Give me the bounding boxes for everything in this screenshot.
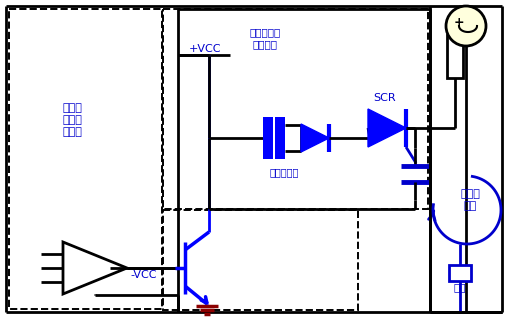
Circle shape	[446, 6, 486, 46]
Text: 脉冲变压器: 脉冲变压器	[269, 167, 299, 177]
Bar	[163, 9, 428, 209]
Text: -VCC: -VCC	[131, 270, 157, 280]
Polygon shape	[301, 124, 329, 152]
Bar	[447, 35, 463, 78]
Text: 控制电
路印刷
电路板: 控制电 路印刷 电路板	[62, 103, 82, 137]
Text: 负载: 负载	[454, 282, 466, 292]
Bar	[275, 117, 285, 159]
Text: +VCC: +VCC	[189, 44, 221, 54]
Polygon shape	[368, 109, 406, 147]
Bar	[163, 210, 358, 310]
Text: SCR: SCR	[374, 93, 397, 103]
Text: 高功率
线路: 高功率 线路	[460, 189, 480, 211]
Text: +: +	[454, 16, 464, 28]
Text: 功率电路印
制电路板: 功率电路印 制电路板	[249, 27, 280, 49]
Bar	[9, 9, 162, 309]
Bar	[263, 117, 273, 159]
Bar	[449, 265, 471, 281]
